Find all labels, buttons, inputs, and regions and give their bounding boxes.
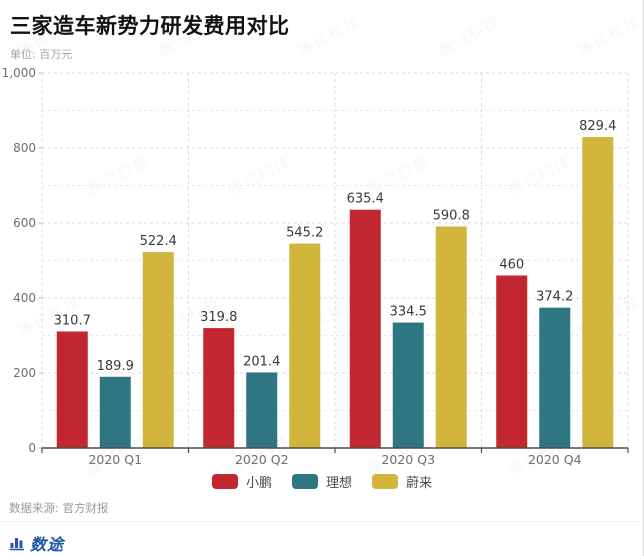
bar-理想-2020 Q3 [392,322,424,448]
bar-value-label: 334.5 [390,305,427,320]
bar-蔚来-2020 Q4 [582,136,614,448]
bar-value-label: 635.4 [347,192,384,207]
legend-swatch [211,474,238,489]
legend-item: 理想 [291,472,352,491]
bar-小鹏-2020 Q3 [349,209,381,448]
bar-蔚来-2020 Q3 [435,226,467,448]
bar-理想-2020 Q4 [539,307,571,448]
bar-value-label: 310.7 [54,313,91,328]
bar-小鹏-2020 Q1 [56,331,88,448]
bar-value-label: 545.2 [286,226,323,241]
brand-name: 数途 [30,535,65,554]
legend-item: 小鹏 [211,472,272,491]
bar-蔚来-2020 Q1 [142,252,174,448]
footer-divider [0,521,643,522]
y-axis-tick-label: 600 [13,216,36,230]
bar-chart: 0 200 400 600 800 1,000 310.7 189.9 522.4 2020 Q1… [2,66,629,467]
unit-label: 单位: 百万元 [10,48,73,61]
bar-value-label: 319.8 [200,310,237,325]
bar-chart-icon [9,537,24,550]
x-axis-category-label: 2020 Q1 [88,452,142,467]
legend-swatch [372,474,398,489]
x-axis-category-label: 2020 Q3 [381,452,435,467]
x-axis-category-label: 2020 Q4 [528,452,582,467]
bar-value-label: 460 [499,258,524,273]
y-axis-tick-label: 200 [13,366,36,380]
bar-蔚来-2020 Q2 [289,243,321,448]
legend-swatch [291,474,318,489]
page-title: 三家造车新势力研发费用对比 [10,14,290,38]
bar-小鹏-2020 Q2 [203,328,235,448]
bar-value-label: 201.4 [243,354,280,369]
bar-value-label: 374.2 [536,290,573,305]
legend-label: 小鹏 [245,476,272,491]
legend-label: 理想 [325,476,352,491]
y-axis-tick-label: 1,000 [2,66,36,80]
brand-row: 数途 [9,531,64,555]
chart-legend: 小鹏 理想 蔚来 [0,472,643,491]
y-axis-tick-label: 400 [13,291,36,305]
bar-value-label: 590.8 [433,208,470,223]
x-axis-category-label: 2020 Q2 [235,452,289,467]
bar-value-label: 189.9 [97,359,134,374]
y-axis-tick-label: 0 [28,441,36,455]
legend-label: 蔚来 [406,476,433,491]
bar-理想-2020 Q2 [246,372,278,448]
bar-value-label: 522.4 [140,234,177,249]
data-source-label: 数据来源: 官方财报 [9,501,109,515]
legend-item: 蔚来 [372,472,432,491]
bar-理想-2020 Q1 [99,376,131,448]
bar-小鹏-2020 Q4 [496,275,528,448]
bar-value-label: 829.4 [579,119,616,134]
y-axis-tick-label: 800 [13,141,36,155]
